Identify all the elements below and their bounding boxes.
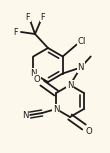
Text: N: N xyxy=(30,69,37,78)
Text: N: N xyxy=(22,112,28,121)
Text: O: O xyxy=(86,127,92,136)
Text: O: O xyxy=(34,75,40,84)
Text: F: F xyxy=(26,13,30,22)
Text: N: N xyxy=(53,104,59,114)
Text: N: N xyxy=(77,63,84,72)
Text: N: N xyxy=(67,80,73,90)
Text: F: F xyxy=(14,28,18,37)
Text: F: F xyxy=(41,13,45,22)
Text: Cl: Cl xyxy=(78,37,86,46)
